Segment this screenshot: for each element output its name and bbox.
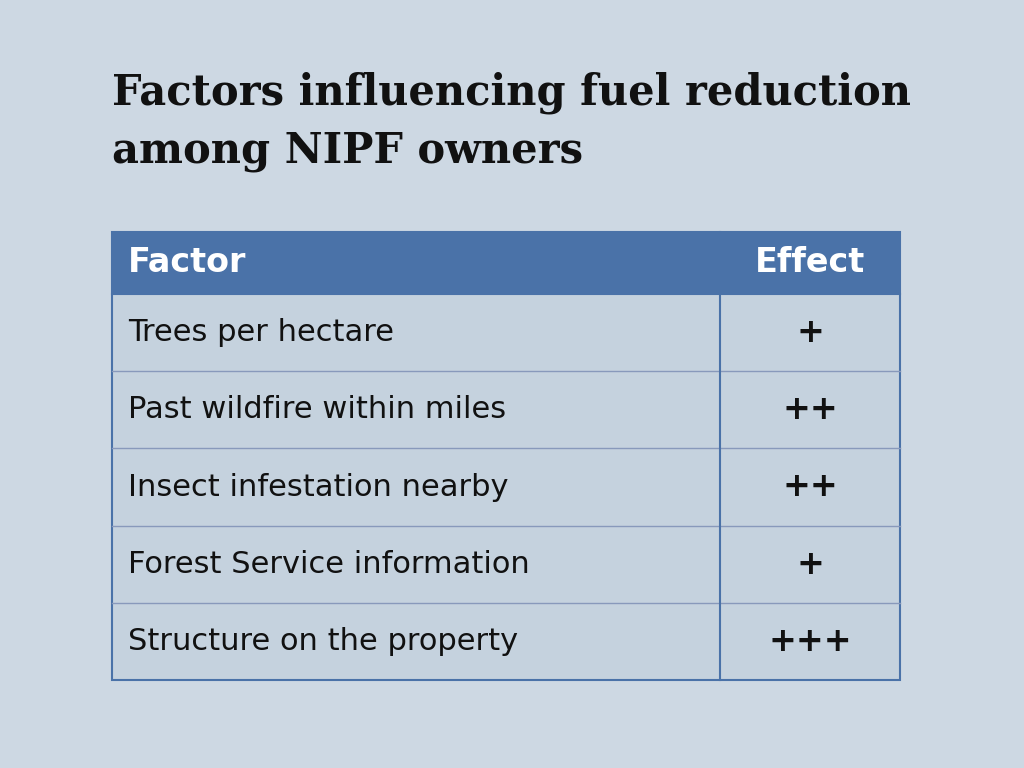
Text: Factor: Factor — [128, 247, 247, 280]
Text: Effect: Effect — [755, 247, 865, 280]
Bar — [112, 232, 900, 294]
Bar — [112, 294, 900, 371]
Text: Trees per hectare: Trees per hectare — [128, 318, 394, 347]
Text: Past wildfire within miles: Past wildfire within miles — [128, 396, 506, 424]
Bar — [112, 449, 900, 525]
Text: +: + — [796, 548, 824, 581]
Text: +: + — [796, 316, 824, 349]
Bar — [112, 232, 900, 680]
Text: ++: ++ — [782, 393, 838, 426]
Text: +++: +++ — [768, 625, 852, 658]
Text: Structure on the property: Structure on the property — [128, 627, 518, 656]
Bar — [112, 603, 900, 680]
Text: Insect infestation nearby: Insect infestation nearby — [128, 472, 509, 502]
Text: Factors influencing fuel reduction: Factors influencing fuel reduction — [112, 72, 911, 114]
Text: ++: ++ — [782, 471, 838, 504]
Text: Forest Service information: Forest Service information — [128, 550, 529, 579]
Text: among NIPF owners: among NIPF owners — [112, 130, 583, 172]
Bar — [112, 525, 900, 603]
Bar — [112, 371, 900, 449]
